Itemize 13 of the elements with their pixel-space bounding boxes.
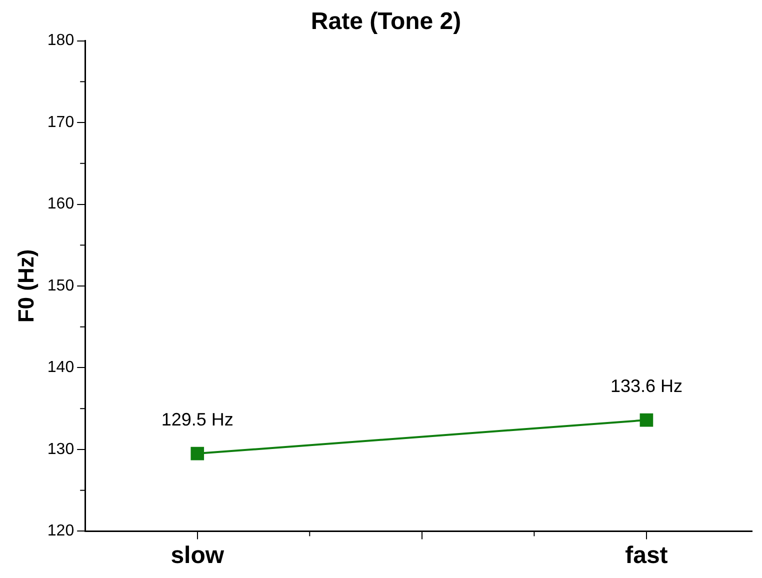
- y-tick-label: 160: [47, 196, 74, 213]
- y-tick-label: 120: [47, 522, 74, 540]
- y-tick-label: 170: [47, 114, 74, 131]
- y-tick-label: 150: [47, 277, 74, 294]
- x-tick-label: slow: [170, 542, 224, 570]
- y-axis-title: F0 (Hz): [13, 249, 38, 323]
- chart-title: Rate (Tone 2): [310, 8, 462, 36]
- data-label: 129.5 Hz: [161, 410, 234, 430]
- y-tick-label: 130: [47, 440, 74, 458]
- y-tick-label: 140: [47, 359, 74, 376]
- x-tick-label: fast: [625, 542, 668, 570]
- y-tick-label: 180: [47, 32, 74, 50]
- data-label: 133.6 Hz: [610, 376, 682, 396]
